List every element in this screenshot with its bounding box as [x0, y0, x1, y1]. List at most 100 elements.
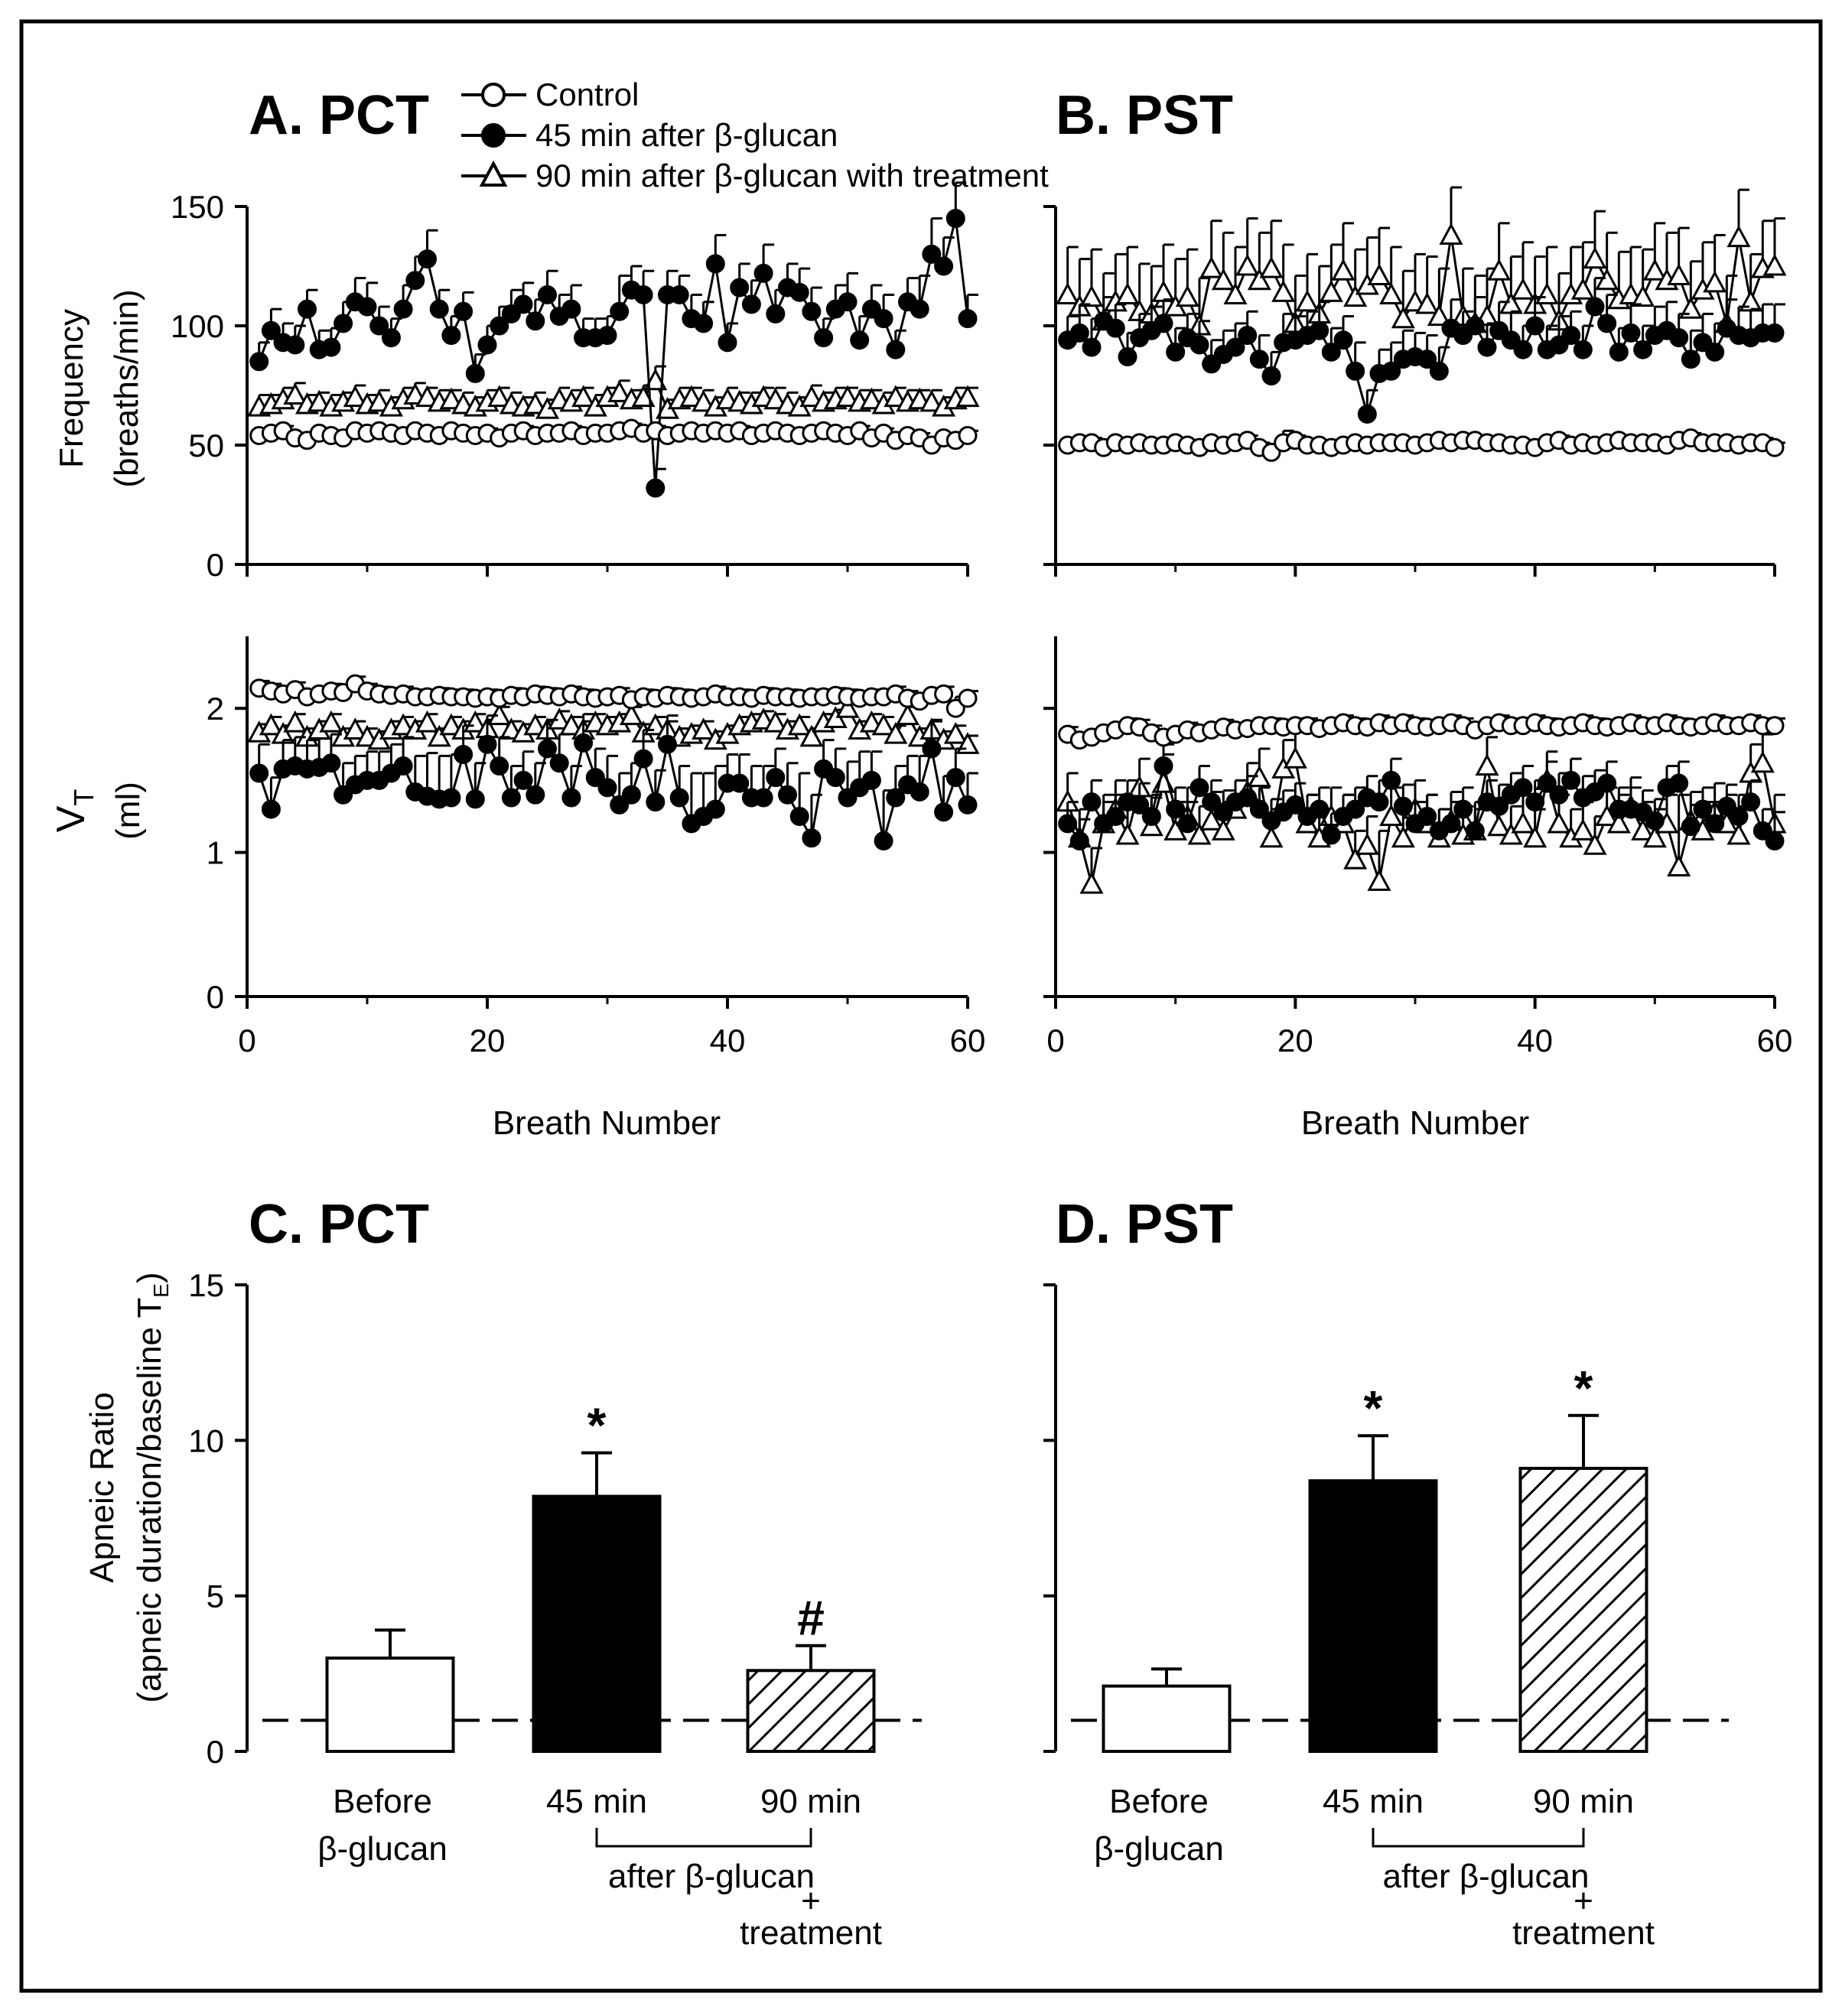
bar-hatch [746, 1669, 876, 1753]
data-point-filled [1213, 802, 1233, 822]
data-point-filled [1105, 318, 1125, 338]
data-point-filled [1382, 770, 1401, 790]
data-point-triangle [859, 387, 884, 410]
data-point-triangle [1187, 822, 1212, 845]
open-circle-icon [481, 83, 506, 107]
data-point-triangle [259, 713, 283, 736]
series-open-triangle [1056, 186, 1787, 336]
data-point-filled [1465, 821, 1485, 841]
series-open-circle [249, 674, 978, 718]
data-point-triangle [1415, 291, 1440, 314]
data-point-filled [1310, 320, 1329, 340]
data-point-filled [393, 299, 413, 319]
data-point-triangle [787, 713, 812, 736]
data-point-triangle [1583, 833, 1607, 855]
data-point-filled [1477, 337, 1497, 357]
data-point-triangle [1391, 306, 1415, 329]
data-point-triangle [1259, 255, 1284, 278]
data-point-filled [513, 770, 533, 790]
data-point-triangle [1379, 804, 1404, 827]
series-filled-circle [1058, 743, 1785, 851]
data-point-open [1765, 437, 1785, 457]
data-point-triangle [1151, 280, 1176, 302]
data-point-filled [1561, 325, 1581, 345]
data-point-filled [958, 795, 978, 815]
data-point-filled [1525, 792, 1545, 812]
data-point-filled [454, 301, 474, 321]
data-point-filled [910, 782, 929, 802]
category-label: β-glucan [317, 1830, 447, 1868]
x-tick-label: 20 [1277, 1023, 1313, 1058]
panel-B2-plot: 0 20 40 60 [1043, 636, 1792, 1058]
data-point-triangle [283, 382, 308, 405]
data-point-filled [501, 788, 521, 808]
data-point-triangle [439, 387, 464, 410]
data-point-filled [1261, 366, 1281, 386]
data-point-filled [1597, 314, 1617, 333]
data-point-filled [1346, 799, 1365, 819]
data-point-filled [1189, 335, 1209, 355]
data-point-filled [838, 788, 858, 808]
data-point-filled [1453, 799, 1473, 819]
data-point-triangle [1259, 825, 1284, 848]
data-point-filled [814, 328, 834, 348]
data-point-triangle [1511, 811, 1535, 834]
data-point-filled [934, 256, 954, 276]
data-point-filled [1058, 814, 1078, 834]
data-point-filled [610, 301, 630, 321]
data-point-filled [861, 770, 881, 790]
data-point-triangle [1331, 259, 1355, 281]
data-point-triangle [1499, 822, 1523, 845]
data-point-filled [261, 320, 281, 340]
series-filled-circle [249, 181, 978, 498]
data-point-filled [1382, 361, 1401, 381]
data-point-filled [1681, 350, 1700, 369]
category-bracket [1372, 1828, 1585, 1848]
y-tick-label: 2 [207, 691, 224, 727]
data-point-filled [850, 330, 870, 350]
data-point-filled [561, 788, 581, 808]
data-point-triangle [1115, 282, 1140, 304]
data-point-filled [261, 799, 281, 819]
data-point-filled [1669, 328, 1689, 348]
data-point-filled [1489, 796, 1509, 816]
data-point-filled [1346, 361, 1365, 381]
data-point-filled [1154, 756, 1173, 776]
data-point-filled [1705, 814, 1725, 834]
significance-mark: # [797, 1591, 825, 1646]
data-point-filled [1537, 773, 1557, 793]
data-point-triangle [1247, 268, 1271, 291]
data-point-filled [922, 739, 942, 759]
data-point-triangle [1487, 814, 1512, 837]
data-point-filled [1765, 831, 1785, 851]
data-point-filled [249, 763, 269, 783]
data-point-filled [1189, 778, 1209, 798]
data-point-triangle [919, 389, 944, 412]
data-point-filled [646, 792, 666, 812]
data-point-triangle [1523, 825, 1547, 848]
data-point-triangle [1223, 282, 1248, 304]
data-point-filled [1465, 316, 1485, 336]
data-point-triangle [1056, 282, 1080, 304]
y-tick-label: 150 [171, 189, 224, 225]
data-point-filled [766, 304, 786, 324]
data-point-triangle [1283, 746, 1307, 769]
bracket-plus: + [1574, 1882, 1593, 1920]
data-point-filled [549, 753, 569, 773]
series-open-circle [1058, 713, 1785, 750]
data-point-triangle [1235, 253, 1260, 276]
data-point-filled [658, 734, 677, 754]
data-point-filled [1705, 342, 1725, 362]
data-point-triangle [799, 385, 824, 408]
vt-label: VT [49, 789, 99, 833]
data-point-triangle [1570, 818, 1595, 841]
bar-white [325, 1657, 455, 1753]
category-label: 90 min [760, 1783, 861, 1820]
significance-mark: * [1364, 1380, 1383, 1436]
x-tick-label: 60 [1757, 1023, 1793, 1058]
data-point-filled [753, 788, 773, 808]
data-point-filled [465, 789, 485, 809]
data-point-filled [381, 328, 401, 348]
